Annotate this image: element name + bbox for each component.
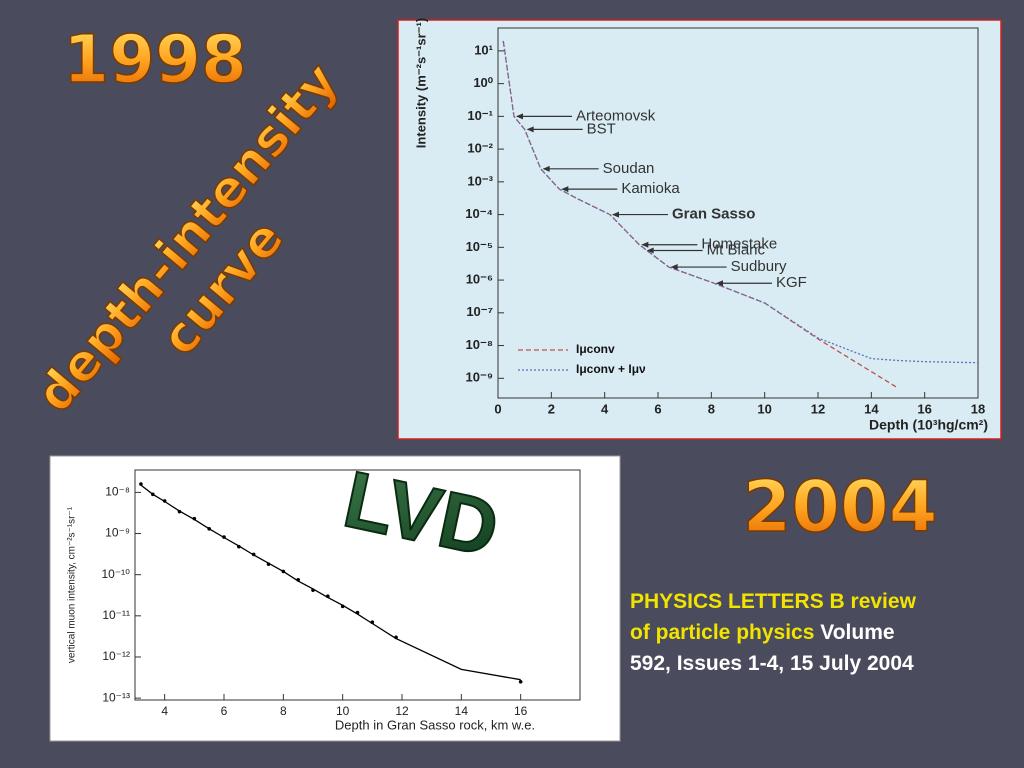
data-point (139, 482, 143, 486)
y-tick-label: 10⁰ (473, 75, 493, 90)
x-tick-label: 6 (654, 401, 661, 416)
y-tick-label: 10⁻¹³ (102, 690, 130, 704)
y-tick-label: 10⁻⁴ (465, 206, 493, 221)
x-tick-label: 4 (161, 704, 168, 718)
annotation-label: Arteomovsk (576, 107, 656, 124)
arrow-head (716, 280, 723, 287)
x-axis-label: Depth (10³hg/cm²) (869, 417, 988, 433)
arrow-head (516, 113, 523, 120)
x-tick-label: 8 (708, 401, 715, 416)
plot-area (134, 469, 581, 701)
wordart-title: depth-intensity (25, 52, 349, 423)
arrow-head (542, 165, 550, 172)
data-point (296, 578, 300, 582)
series-line (502, 40, 979, 364)
y-tick-label: 10¹ (474, 42, 493, 57)
x-tick-label: 0 (494, 401, 501, 416)
plot-area (497, 27, 979, 399)
arrow-head (646, 247, 654, 254)
y-tick-label: 10⁻⁹ (466, 370, 494, 385)
y-axis-label: Intensity (m⁻²s⁻¹sr⁻¹) (413, 18, 428, 148)
data-point (326, 594, 330, 598)
data-point (192, 516, 197, 521)
citation: PHYSICS LETTERS B review of particle phy… (630, 586, 940, 679)
annotation-label: Kamioka (621, 180, 680, 197)
x-tick-label: 12 (811, 401, 825, 416)
series-line (140, 484, 521, 681)
legend-label: Iμconv + Iμν (576, 362, 646, 376)
data-point (251, 552, 256, 557)
y-tick-label: 10⁻² (467, 141, 493, 156)
data-point (355, 610, 360, 615)
y-tick-label: 10⁻⁷ (466, 304, 493, 319)
x-tick-label: 12 (395, 704, 409, 718)
year-title: 2004 (743, 466, 938, 548)
y-tick-label: 10⁻¹ (467, 108, 493, 123)
y-tick-label: 10⁻¹⁰ (102, 567, 131, 581)
y-tick-label: 10⁻¹¹ (102, 608, 130, 622)
x-tick-label: 14 (864, 401, 879, 416)
annotation-label: Mt Blanc (707, 241, 766, 258)
year-title: 1998 (63, 21, 247, 98)
y-tick-label: 10⁻⁸ (466, 337, 493, 352)
issue: Volume 592, Issues 1-4, 15 July 2004 (630, 621, 914, 675)
data-point (340, 604, 345, 609)
data-point (311, 588, 315, 592)
journal: PHYSICS LETTERS B review of particle phy… (630, 590, 916, 644)
data-point (518, 679, 523, 684)
annotation-label: Soudan (603, 160, 655, 177)
chart-frame (49, 455, 621, 742)
arrow-head (670, 264, 678, 271)
data-point (207, 527, 211, 531)
x-tick-label: 18 (971, 401, 985, 416)
data-point (281, 569, 286, 574)
charts: 10⁻⁹ 10⁻⁸ 10⁻⁷ 10⁻⁶ 10⁻⁵ 10⁻⁴ 10⁻³ 10⁻² 10⁻¹ 10⁰ 1… (67, 18, 988, 733)
y-tick-label: 10⁻⁹ (105, 526, 130, 540)
annotation-label: Sudbury (731, 258, 787, 275)
data-point (237, 544, 241, 549)
x-tick-label: 16 (514, 704, 528, 718)
legend-label: Iμconv (576, 342, 615, 356)
annotation-label: BST (587, 120, 616, 137)
y-tick-label: 10⁻⁶ (466, 272, 493, 287)
x-tick-label: 4 (601, 401, 609, 416)
y-tick-label: 10⁻⁵ (466, 239, 493, 254)
data-point (222, 535, 226, 539)
arrow-head (612, 211, 619, 218)
data-point (151, 492, 155, 497)
x-tick-label: 6 (221, 704, 228, 718)
y-axis-label: vertical muon intensity, cm⁻²s⁻¹sr⁻¹ (67, 506, 78, 663)
data-point (162, 499, 167, 503)
x-tick-label: 10 (757, 401, 771, 416)
x-tick-label: 2 (548, 401, 555, 416)
x-tick-label: 8 (280, 704, 287, 718)
x-tick-label: 10 (336, 704, 350, 718)
annotation-label: Gran Sasso (672, 206, 755, 223)
y-tick-label: 10⁻³ (467, 173, 493, 188)
data-point (370, 620, 375, 624)
data-point (177, 509, 182, 514)
arrow-head (526, 126, 534, 133)
y-tick-label: 10⁻⁸ (105, 485, 130, 499)
data-point (266, 562, 271, 566)
x-tick-label: 14 (455, 704, 469, 718)
arrow-head (641, 241, 649, 248)
x-axis-label: Depth in Gran Sasso rock, km w.e. (335, 717, 535, 732)
annotation-label: Homestake (701, 236, 777, 253)
annotation-label: KGF (776, 274, 807, 291)
arrow-head (561, 186, 569, 193)
y-tick-label: 10⁻¹² (102, 649, 130, 663)
x-tick-label: 16 (917, 401, 931, 416)
data-point (394, 635, 398, 640)
